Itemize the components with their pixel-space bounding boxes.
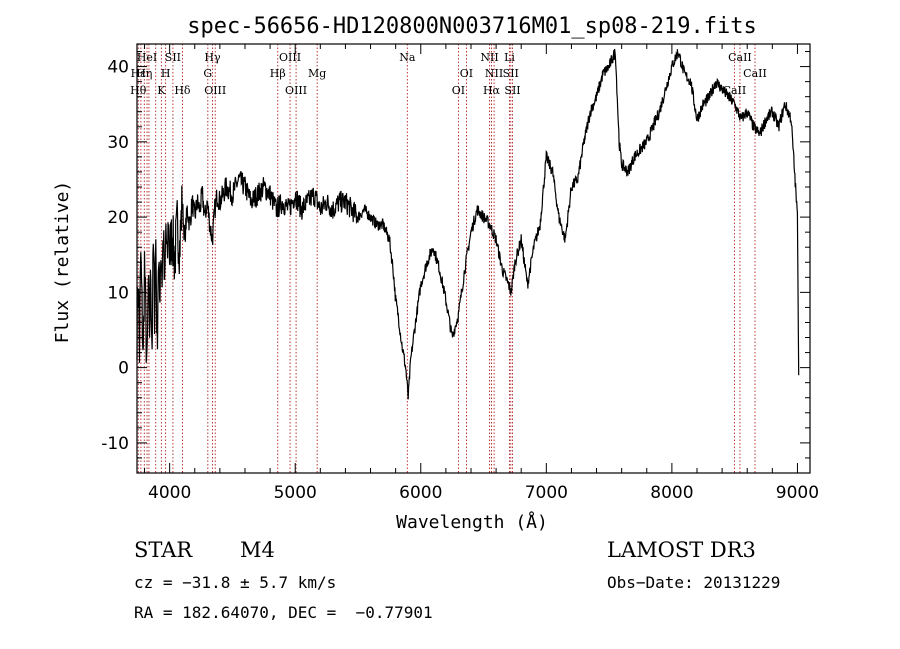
spectral-line-label: OIII bbox=[279, 51, 301, 64]
spectral-line-label: Mg bbox=[308, 67, 326, 80]
object-class: STAR bbox=[134, 538, 193, 562]
y-axis-label: Flux (relative) bbox=[52, 181, 73, 344]
spectral-line-label: Hα bbox=[483, 84, 501, 97]
spectral-line-label: SII bbox=[165, 51, 181, 64]
y-tick-label: 40 bbox=[107, 58, 129, 78]
x-tick-label: 7000 bbox=[525, 483, 568, 503]
y-tick-label: 10 bbox=[107, 283, 129, 303]
spectral-line-labels: HεHθHηHeIKHSIIHδGHγOIIIHβOIIIOIIIMgNaOIO… bbox=[130, 51, 767, 97]
spectral-line-label: Na bbox=[399, 51, 416, 64]
x-axis-label: Wavelength (Å) bbox=[396, 511, 548, 533]
x-tick-label: 5000 bbox=[274, 483, 317, 503]
spectral-line-label: Hγ bbox=[204, 51, 221, 64]
spectral-line-label: K bbox=[157, 84, 166, 97]
spectral-line-label: HeI bbox=[137, 51, 157, 64]
spectral-line-label: Hη bbox=[136, 67, 152, 80]
spectral-line-label: CaII bbox=[728, 51, 752, 64]
spectral-line-label: SII bbox=[503, 67, 519, 80]
spectral-line-label: SII bbox=[504, 84, 520, 97]
spectral-line-label: NII bbox=[485, 67, 503, 80]
spectral-line-label: OIII bbox=[204, 84, 226, 97]
redshift-cz: cz = −31.8 ± 5.7 km/s bbox=[134, 573, 337, 592]
spectral-line-label: OI bbox=[460, 67, 473, 80]
y-axis: -10 0 10 20 30 40 bbox=[101, 51, 810, 474]
x-tick-label: 4000 bbox=[148, 483, 191, 503]
x-axis: 4000 5000 6000 7000 8000 9000 bbox=[144, 44, 819, 503]
spectral-line-label: Hθ bbox=[130, 84, 147, 97]
spectral-line-label: Hδ bbox=[174, 84, 191, 97]
x-tick-label: 9000 bbox=[776, 483, 819, 503]
spectral-line-label: Hβ bbox=[270, 67, 286, 80]
spectral-line-label: Li bbox=[504, 51, 515, 64]
plot-frame bbox=[136, 43, 811, 474]
y-tick-label: 20 bbox=[107, 208, 129, 228]
y-tick-label: -10 bbox=[101, 434, 129, 454]
spectral-line-markers bbox=[137, 44, 756, 473]
spectral-line-label: NII bbox=[480, 51, 498, 64]
spectrum-series-line bbox=[136, 48, 800, 400]
coordinates: RA = 182.64070, DEC = −0.77901 bbox=[134, 603, 433, 622]
spectral-line-label: OIII bbox=[285, 84, 307, 97]
chart-title: spec-56656-HD120800N003716M01_sp08-219.f… bbox=[187, 14, 757, 39]
y-tick-label: 0 bbox=[118, 359, 129, 379]
object-subclass: M4 bbox=[240, 538, 275, 562]
survey-name: LAMOST DR3 bbox=[607, 538, 756, 562]
y-tick-label: 30 bbox=[107, 133, 129, 153]
spectral-line-label: OI bbox=[452, 84, 465, 97]
x-tick-label: 6000 bbox=[399, 483, 442, 503]
spectral-line-label: H bbox=[161, 67, 171, 80]
spectral-line-label: CaII bbox=[743, 67, 767, 80]
spectral-line-label: Hε bbox=[131, 67, 147, 80]
spectral-line-label: G bbox=[203, 67, 212, 80]
x-tick-label: 8000 bbox=[650, 483, 693, 503]
observation-date: Obs−Date: 20131229 bbox=[607, 573, 781, 592]
